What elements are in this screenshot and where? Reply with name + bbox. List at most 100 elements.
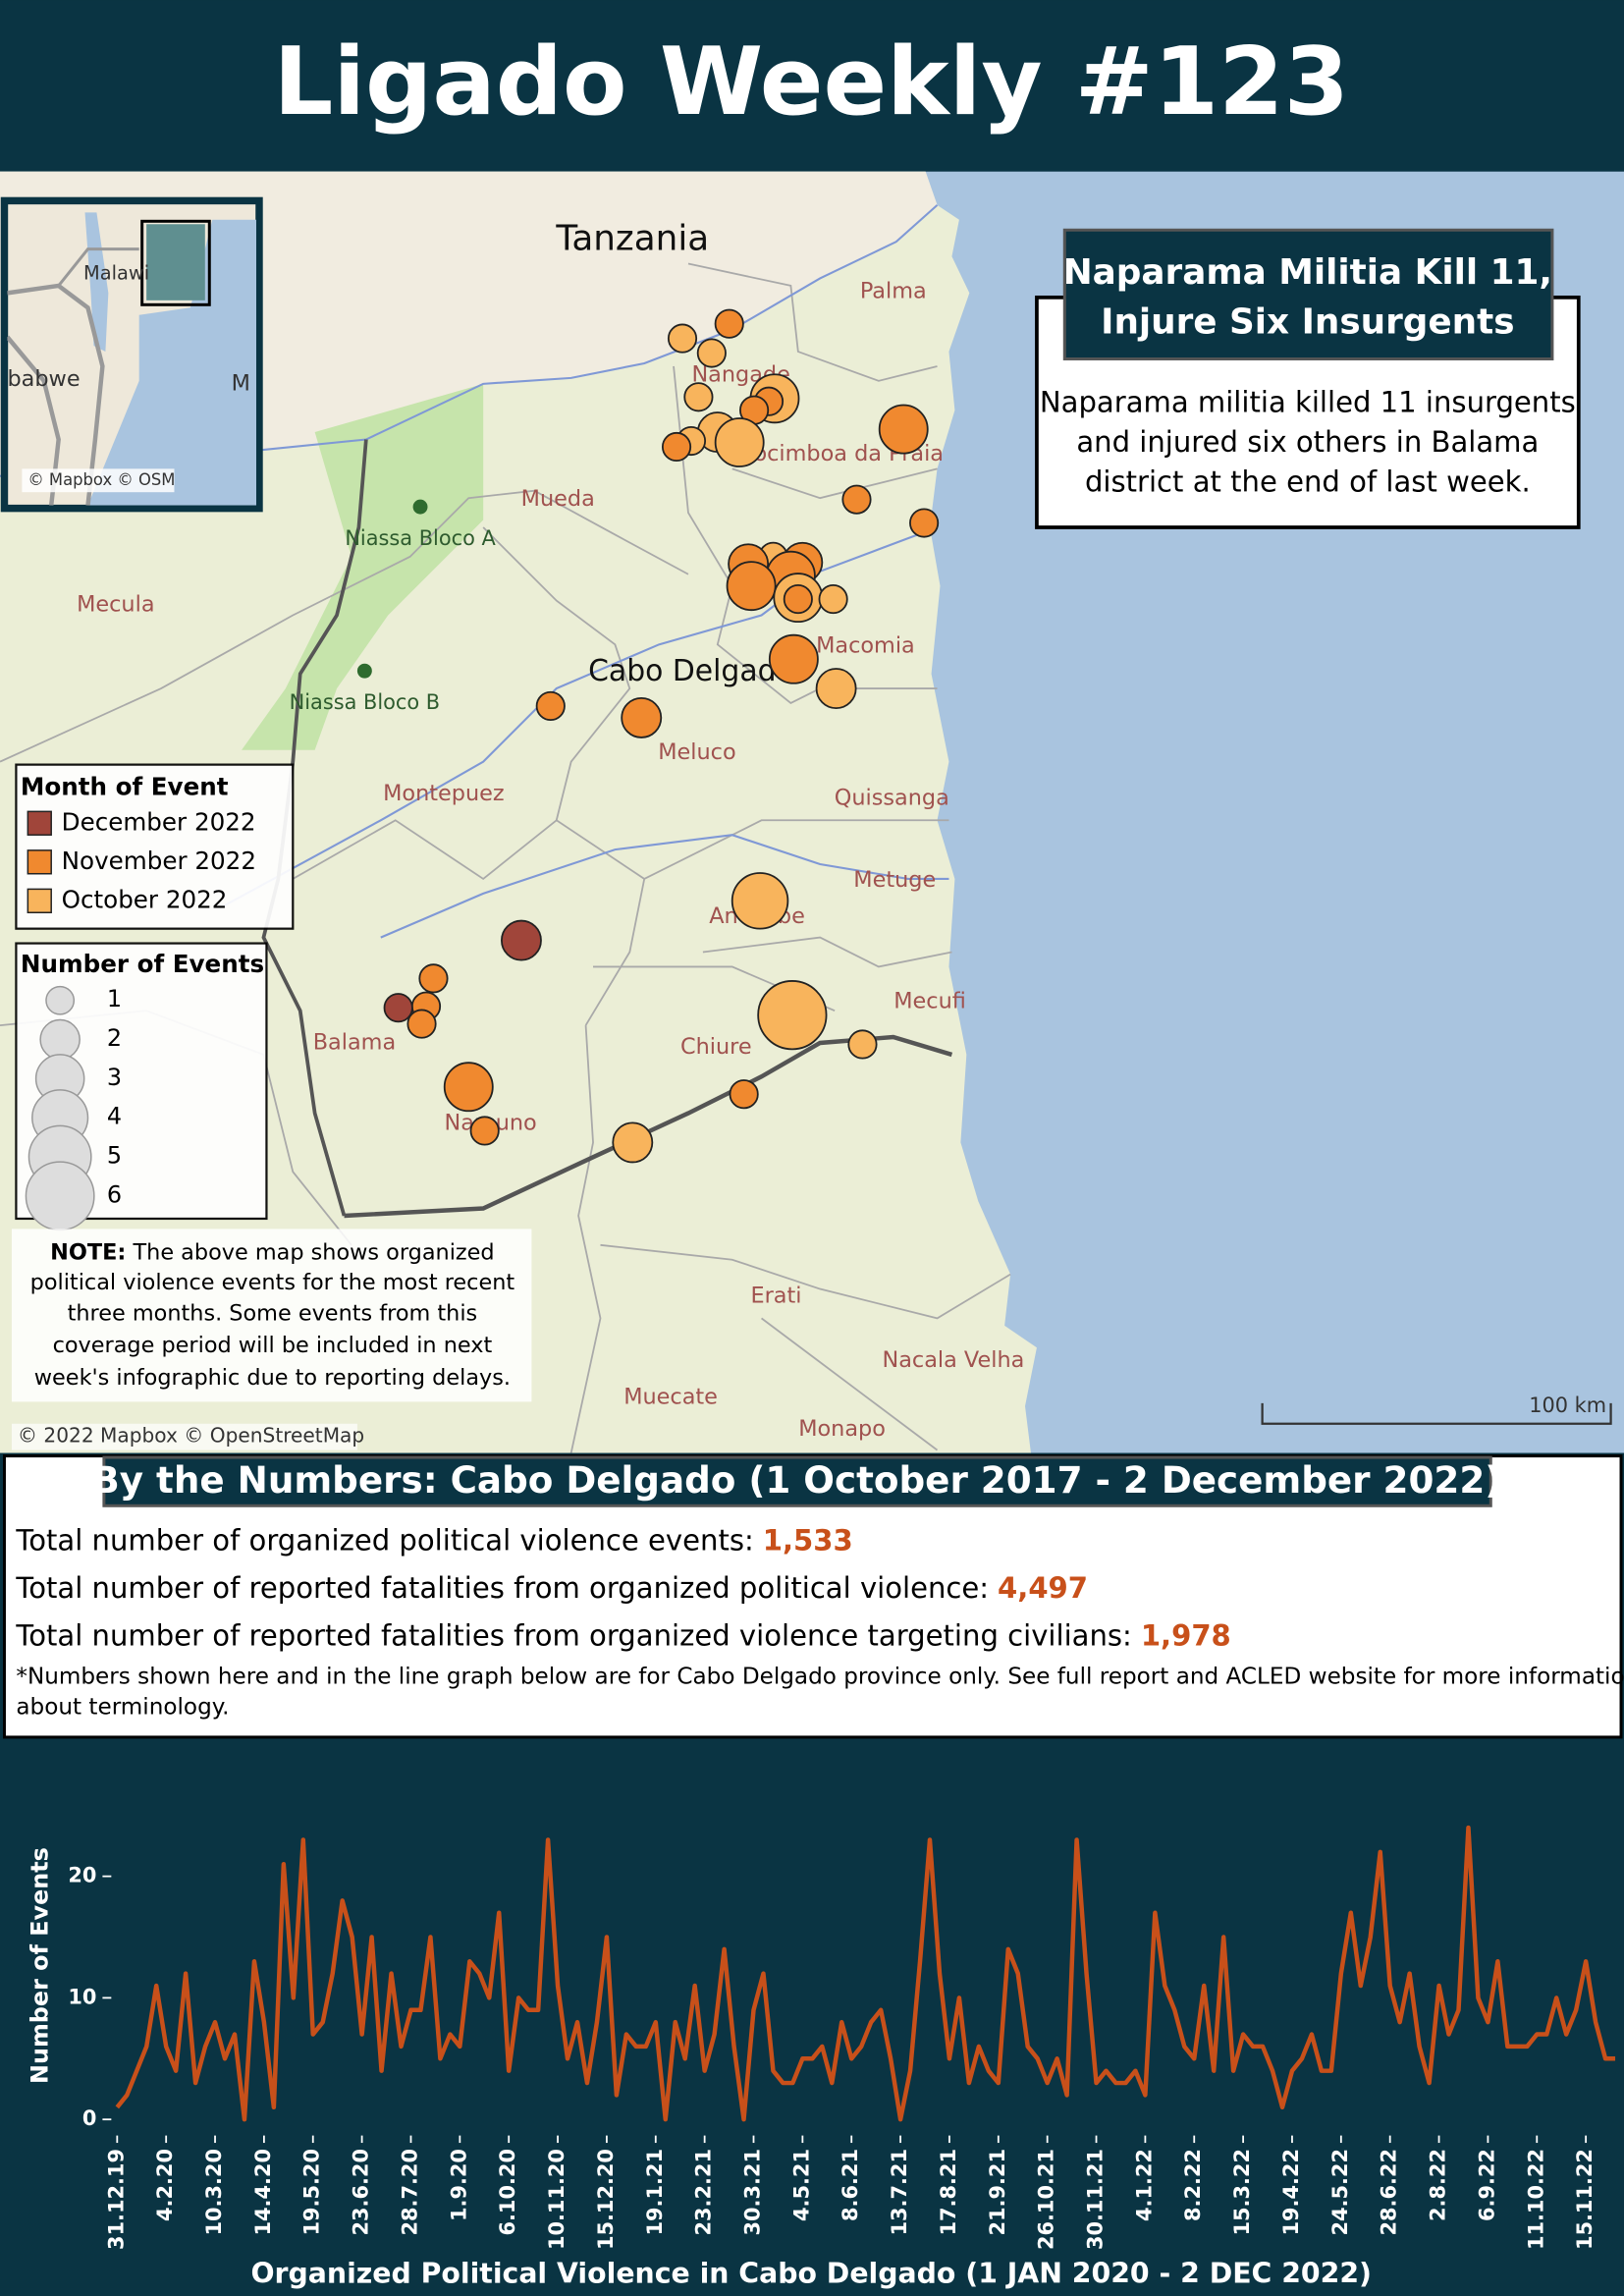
x-tick-label: 4.1.22	[1132, 2149, 1156, 2221]
x-tick-label: 8.2.22	[1181, 2149, 1205, 2221]
legend-label: October 2022	[62, 885, 228, 913]
legend-size: Number of Events 1 2 3 4 5 6	[15, 942, 268, 1231]
province-label: Cabo Delgado	[588, 654, 794, 688]
numbers-section: By the Numbers: Cabo Delgado (1 October …	[2, 1454, 1624, 1739]
place-label: Chiure	[680, 1034, 752, 1060]
stat-label: Total number of organized political viol…	[15, 1524, 753, 1558]
x-tick-label: 8.6.21	[839, 2149, 862, 2221]
inset-attribution: © Mapbox © OSM	[27, 470, 175, 489]
header-band	[0, 0, 1624, 172]
legend-size-label: 2	[107, 1024, 122, 1052]
legend-swatch	[27, 849, 52, 875]
event-circle	[443, 1062, 494, 1113]
park-icon	[412, 499, 428, 515]
event-circle	[768, 633, 819, 684]
inset-label: M	[232, 370, 250, 396]
stat-value: 1,978	[1141, 1619, 1231, 1653]
place-label: Balama	[313, 1029, 396, 1055]
event-circle	[683, 382, 714, 412]
inset-label: Malawi	[83, 261, 149, 284]
stat-label: Total number of reported fatalities from…	[15, 1571, 989, 1605]
legend-month: Month of Event December 2022 November 202…	[15, 763, 295, 930]
y-tick-label: 10	[68, 1985, 96, 2008]
legend-title: Month of Event	[21, 772, 229, 800]
inset-label: babwe	[7, 366, 80, 392]
inset-ocean	[87, 219, 257, 506]
event-circle	[731, 872, 789, 930]
park-area	[242, 383, 484, 750]
event-circle	[878, 404, 929, 455]
legend-label: December 2022	[62, 807, 256, 836]
x-tick-label: 13.7.21	[888, 2149, 911, 2235]
note-text: The above map shows organized	[132, 1239, 494, 1265]
place-label: Macomia	[816, 632, 915, 658]
x-tick-label: 4.2.20	[153, 2149, 177, 2221]
legend-size-label: 4	[107, 1103, 122, 1130]
event-circle	[406, 1009, 437, 1039]
stat-value: 1,533	[763, 1524, 853, 1558]
rivers	[0, 204, 949, 939]
x-tick-label: 19.4.22	[1279, 2149, 1303, 2235]
x-tick-label: 30.3.21	[741, 2149, 765, 2235]
inset-lake	[84, 212, 109, 353]
x-tick-label: 1.9.20	[447, 2149, 470, 2221]
x-tick-label: 19.1.21	[643, 2149, 667, 2235]
x-tick-label: 15.11.22	[1573, 2149, 1597, 2250]
legend-size-label: 3	[107, 1064, 122, 1091]
headline-title: Injure Six Insurgents	[1101, 302, 1514, 343]
event-circle	[714, 308, 744, 339]
x-tick-label: 17.8.21	[937, 2149, 960, 2235]
legend-size-label: 1	[107, 985, 122, 1012]
x-tick-label: 6.9.22	[1475, 2149, 1498, 2221]
numbers-title-bar	[102, 1455, 1492, 1507]
page-title: Ligado Weekly #123	[274, 27, 1349, 137]
inset-border	[7, 283, 105, 506]
note-line: coverage period will be included in next	[53, 1333, 493, 1358]
event-circle	[729, 1079, 759, 1110]
inset-map: Malawi babwe M © Mapbox © OSM	[0, 196, 263, 513]
country-label: Tanzania	[555, 219, 709, 259]
legend-size-circle	[45, 985, 76, 1015]
place-label: Monapo	[798, 1416, 886, 1442]
legend-size-circle	[39, 1018, 81, 1061]
legend-title: Number of Events	[21, 950, 264, 978]
data-line	[115, 1825, 1616, 2122]
headline-title-box	[1062, 228, 1554, 360]
y-axis-label: Number of Events	[26, 1847, 53, 2084]
x-tick-label: 23.6.20	[350, 2149, 373, 2235]
headline-body: district at the end of last week.	[1085, 465, 1531, 498]
inset-attribution-bg	[22, 468, 175, 493]
footnote: *Numbers shown here and in the line grap…	[16, 1664, 1624, 1689]
place-label: Metuge	[853, 867, 936, 893]
headline-box: Naparama Militia Kill 11, Injure Six Ins…	[1035, 228, 1581, 529]
stat-label: Total number of reported fatalities from…	[15, 1619, 1131, 1653]
x-tick-label: 23.2.21	[692, 2149, 716, 2235]
event-circle	[621, 696, 663, 738]
x-tick-label: 2.8.22	[1427, 2149, 1450, 2221]
x-tick-label: 4.5.21	[789, 2149, 813, 2221]
note-box	[11, 1229, 532, 1402]
scale-label: 100 km	[1529, 1394, 1606, 1417]
event-circle	[841, 484, 872, 515]
x-tick-label: 28.7.20	[398, 2149, 421, 2235]
y-tick-label: 20	[68, 1864, 96, 1887]
stat-line: Total number of reported fatalities from…	[15, 1619, 1230, 1653]
park-label: Niassa Bloco B	[290, 690, 440, 714]
event-circle	[535, 690, 566, 722]
event-circle	[501, 919, 542, 961]
stat-line: Total number of reported fatalities from…	[15, 1571, 1088, 1605]
note-label: NOTE:	[50, 1239, 126, 1265]
event-circle	[726, 561, 777, 612]
x-tick-label: 15.3.22	[1230, 2149, 1254, 2235]
x-tick-label: 24.5.22	[1328, 2149, 1352, 2235]
event-circle	[818, 584, 848, 615]
place-label: Muecate	[623, 1384, 718, 1409]
footnote: about terminology.	[16, 1695, 229, 1721]
legend-size-label: 5	[107, 1142, 122, 1170]
event-circle	[418, 963, 449, 994]
event-circle	[847, 1029, 878, 1060]
place-label: Montepuez	[383, 781, 505, 806]
note-line: NOTE: The above map shows organized	[50, 1239, 494, 1265]
